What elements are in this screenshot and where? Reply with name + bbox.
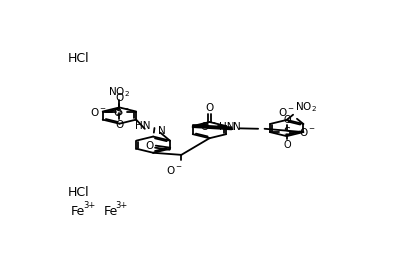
- Text: O$^-$: O$^-$: [299, 126, 316, 138]
- Text: HCl: HCl: [67, 186, 89, 199]
- Text: O$^-$: O$^-$: [278, 106, 295, 118]
- Text: O: O: [205, 103, 214, 113]
- Text: O$^-$: O$^-$: [166, 164, 183, 176]
- Text: NO$_2$: NO$_2$: [295, 100, 317, 114]
- Text: HN: HN: [135, 121, 151, 131]
- Text: HN: HN: [219, 122, 235, 132]
- Text: O$^-$: O$^-$: [90, 106, 107, 117]
- Text: O: O: [115, 93, 123, 103]
- Text: HCl: HCl: [67, 52, 89, 65]
- Text: N: N: [158, 126, 166, 136]
- Text: Fe: Fe: [71, 205, 85, 218]
- Text: O: O: [283, 114, 291, 125]
- Text: O$^-$: O$^-$: [200, 120, 217, 132]
- Text: S: S: [115, 106, 123, 116]
- Text: O$^-$: O$^-$: [113, 106, 130, 117]
- Text: O: O: [115, 120, 123, 130]
- Text: 3+: 3+: [83, 201, 95, 211]
- Text: Fe: Fe: [103, 205, 117, 218]
- Text: N: N: [232, 122, 240, 132]
- Text: 3+: 3+: [115, 201, 128, 211]
- Text: S: S: [283, 127, 290, 137]
- Text: NO$_2$: NO$_2$: [108, 85, 130, 99]
- Text: O: O: [145, 141, 153, 151]
- Text: O: O: [283, 140, 291, 150]
